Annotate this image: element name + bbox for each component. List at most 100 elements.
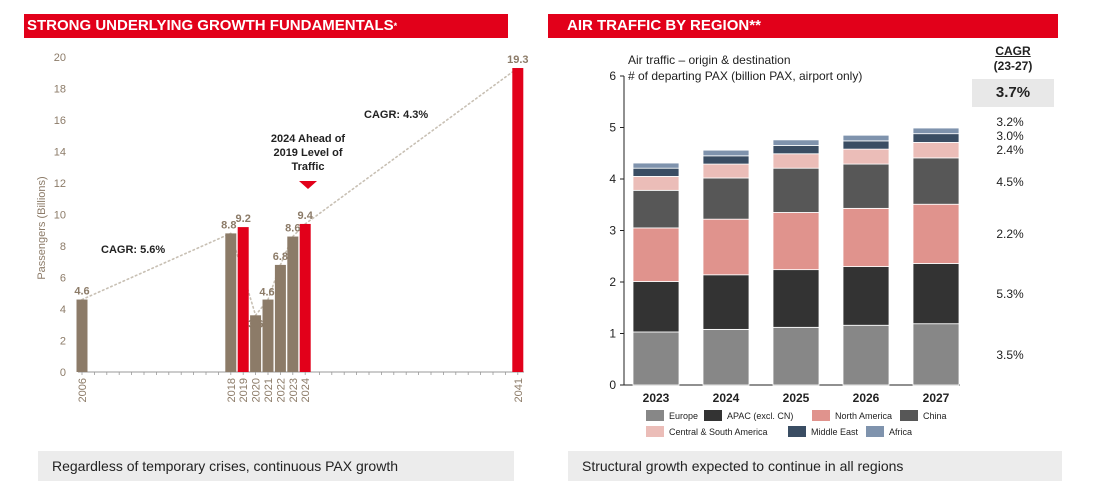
segment-2025-north-america (772, 212, 820, 271)
segment-2023-apac-excl-cn- (632, 281, 680, 333)
right-title-banner: AIR TRAFFIC BY REGION** (548, 14, 1058, 38)
left-x-tick-label-2022: 2022 (275, 378, 287, 402)
segment-2026-middle-east (842, 140, 890, 150)
right-x-tick-label-2027: 2027 (923, 391, 950, 405)
segment-2025-central-south-america (772, 153, 820, 169)
left-y-tick-label: 8 (60, 241, 66, 253)
segment-2023-africa (632, 162, 680, 169)
bar-2019 (237, 227, 249, 372)
segment-2027-europe (912, 323, 960, 386)
cagr-total: 3.7% (972, 79, 1054, 107)
left-y-tick-label: 16 (54, 115, 66, 127)
left-y-tick-label: 20 (54, 52, 66, 64)
cagr-central-south-america: 2.4% (996, 143, 1024, 157)
trend-line-segment (304, 67, 519, 225)
air-traffic-region-chart: Air traffic – origin & destination # of … (609, 53, 960, 437)
right-x-tick-label-2023: 2023 (643, 391, 670, 405)
bar-2024 (299, 223, 311, 372)
segment-2027-middle-east (912, 133, 960, 143)
cagr-period: (23-27) (993, 59, 1033, 73)
legend-swatch-china (900, 410, 918, 421)
cagr-column: CAGR (23-27) 3.7% (970, 44, 1056, 107)
cagr-header: CAGR (995, 44, 1031, 58)
segment-2027-china (912, 157, 960, 205)
bar-2021 (262, 299, 274, 372)
bar-value-label-2041: 19.3 (507, 54, 528, 66)
left-y-tick-label: 4 (60, 304, 66, 316)
segment-2023-middle-east (632, 167, 680, 177)
segment-2024-africa (702, 149, 750, 157)
cagr-china: 4.5% (996, 175, 1024, 189)
left-y-tick-label: 10 (54, 210, 66, 222)
ahead-annotation: 2024 Ahead of 2019 Level of Traffic (271, 133, 345, 189)
bar-value-label-2006: 4.6 (74, 286, 89, 298)
right-y-tick-label: 1 (609, 327, 616, 341)
left-footer: Regardless of temporary crises, continuo… (38, 451, 514, 481)
left-title-mark: * (393, 21, 398, 31)
left-title-banner: STRONG UNDERLYING GROWTH FUNDAMENTALS* (24, 14, 508, 38)
segment-2027-central-south-america (912, 142, 960, 159)
left-y-tick-label: 0 (60, 367, 66, 379)
left-x-tick-label-2006: 2006 (77, 378, 89, 402)
right-x-tick-label-2024: 2024 (713, 391, 740, 405)
segment-2024-europe (702, 328, 750, 386)
right-title: AIR TRAFFIC BY REGION** (567, 17, 761, 34)
right-y-tick-label: 4 (609, 172, 616, 186)
cagr-5-6-label: CAGR: 5.6% (101, 244, 165, 256)
left-x-tick-label-2024: 2024 (300, 378, 312, 402)
left-y-tick-label: 18 (54, 84, 66, 96)
segment-2026-central-south-america (842, 148, 890, 165)
ahead-line-2: 2019 Level of (273, 147, 342, 159)
segment-2025-europe (772, 326, 820, 386)
cagr-africa: 3.2% (996, 115, 1024, 129)
right-x-tick-label-2026: 2026 (853, 391, 880, 405)
segment-2023-north-america (632, 227, 680, 282)
right-y-tick-label: 2 (609, 275, 616, 289)
segment-2023-central-south-america (632, 176, 680, 191)
right-y-tick-label: 3 (609, 224, 616, 238)
bar-2023 (287, 236, 299, 372)
legend-swatch-europe (646, 410, 664, 421)
bar-2006 (76, 299, 88, 372)
segment-2024-north-america (702, 218, 750, 276)
ahead-line-3: Traffic (291, 161, 324, 173)
trend-line-segment (267, 264, 282, 301)
cagr-europe: 3.5% (996, 348, 1024, 362)
bar-value-label-2022: 6.8 (273, 251, 288, 263)
bar-value-label-2023: 8.6 (285, 223, 300, 235)
right-y-tick-label: 0 (609, 378, 616, 392)
bar-value-label-2018: 8.8 (221, 219, 236, 231)
ahead-arrow-icon (299, 181, 317, 189)
cagr-middle-east: 3.0% (996, 129, 1024, 143)
cagr-north-america: 2.2% (996, 227, 1024, 241)
left-y-tick-label: 14 (54, 147, 66, 159)
segment-2024-china (702, 177, 750, 220)
left-y-tick-label: 12 (54, 178, 66, 190)
chart-title-line-2: # of departing PAX (billion PAX, airport… (628, 69, 862, 83)
left-y-tick-label: 2 (60, 336, 66, 348)
bar-2018 (225, 233, 237, 372)
legend-label-china: China (923, 411, 947, 421)
segment-2026-europe (842, 324, 890, 386)
segment-2024-apac-excl-cn- (702, 274, 750, 330)
legend-swatch-north-america (812, 410, 830, 421)
left-x-tick-label-2018: 2018 (226, 378, 238, 402)
cagr-apac: 5.3% (996, 287, 1024, 301)
legend-swatch-africa (866, 426, 884, 437)
left-x-tick-label-2041: 2041 (513, 378, 525, 402)
left-x-tick-label-2020: 2020 (251, 378, 263, 402)
segment-2025-middle-east (772, 145, 820, 155)
legend-swatch-middle-east (788, 426, 806, 437)
right-y-tick-label: 6 (609, 69, 616, 83)
legend-label-central-south-america: Central & South America (669, 427, 768, 437)
segment-2024-middle-east (702, 155, 750, 165)
segment-2026-africa (842, 134, 890, 142)
segment-2025-apac-excl-cn- (772, 269, 820, 328)
passenger-growth-chart: 0 2 4 6 8 10 12 14 16 18 20 4.6 2006 8.8 2018 9.2 2019 3… (36, 52, 529, 402)
segment-2026-north-america (842, 207, 890, 267)
segment-2026-china (842, 163, 890, 209)
trend-line-segment (254, 298, 269, 317)
bar-2020 (250, 315, 262, 372)
legend-label-middle-east: Middle East (811, 427, 859, 437)
segment-2023-europe (632, 331, 680, 386)
